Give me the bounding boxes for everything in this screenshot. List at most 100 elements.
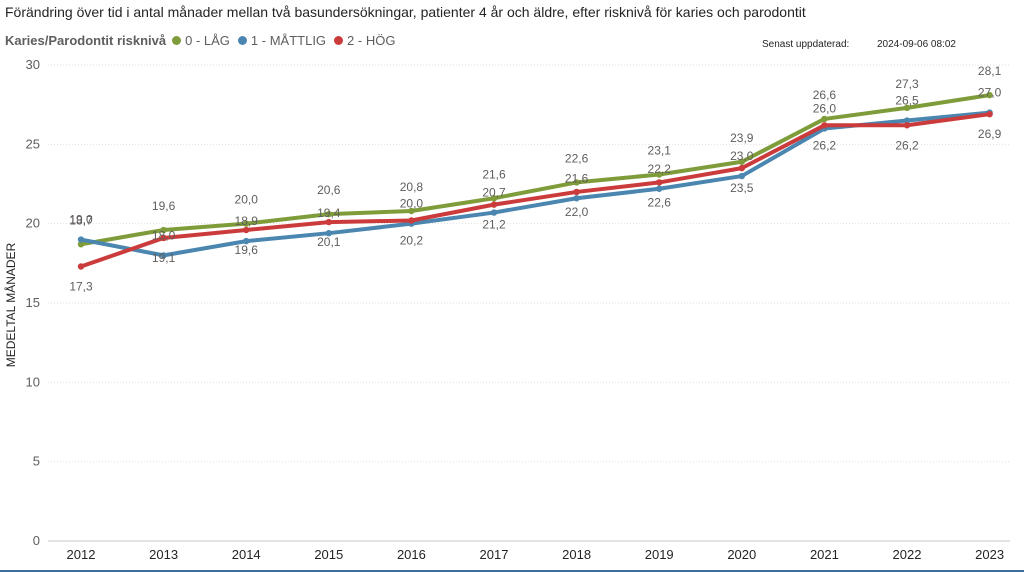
data-point[interactable] [325,210,332,218]
data-point[interactable] [77,236,85,243]
data-point[interactable] [490,201,498,208]
data-label: 20,1 [317,235,341,249]
y-tick-label: 25 [26,136,40,151]
y-tick-label: 10 [26,374,40,389]
data-point[interactable] [656,185,663,192]
data-label: 22,6 [648,195,672,209]
data-labels: 18,7 19,6 20,0 20,6 20,8 21,6 22,6 23,1 23,9 26,6… [69,64,1001,293]
data-point[interactable] [738,158,745,165]
data-label: 18,9 [235,214,259,228]
data-label: 19,4 [317,206,341,220]
x-tick-label: 2017 [480,547,509,562]
y-tick-label: 15 [26,295,40,310]
x-tick-label: 2013 [149,547,178,562]
data-point[interactable] [986,91,993,99]
data-label: 26,6 [813,88,837,102]
x-tick-label: 2019 [645,547,674,562]
data-point[interactable] [903,117,911,124]
data-label: 27,0 [978,86,1002,100]
updated-timestamp: 2024-09-06 08:02 [877,39,956,50]
gridlines [48,64,1010,542]
data-point[interactable] [408,207,415,215]
legend-label: 1 - MÅTTLIG [250,33,327,48]
y-tick-label: 5 [33,454,40,469]
data-label: 26,0 [813,101,837,115]
x-tick-label: 2022 [893,547,922,562]
chart-title: Förändring över tid i antal månader mell… [5,4,806,20]
data-point[interactable] [490,195,498,202]
data-point[interactable] [243,220,250,227]
legend-item-mattlig[interactable]: 1 - MÅTTLIG [237,33,327,48]
data-label: 20,7 [482,186,506,200]
data-point[interactable] [160,252,167,259]
data-label: 19,0 [69,213,93,227]
data-label: 18,7 [69,213,93,227]
data-point[interactable] [656,171,663,178]
data-label: 23,5 [730,181,754,195]
data-label: 27,3 [895,77,919,91]
data-point[interactable] [573,188,580,196]
y-tick-label: 0 [33,533,40,548]
data-point[interactable] [160,226,167,234]
data-label: 20,0 [235,193,259,207]
data-label: 22,0 [565,205,589,219]
data-point[interactable] [243,226,250,234]
data-point[interactable] [325,218,332,226]
data-point[interactable] [490,209,498,216]
data-label: 26,9 [978,127,1002,141]
y-tick-label: 20 [26,216,40,231]
data-point[interactable] [573,195,580,202]
y-tick-label: 30 [26,57,40,72]
data-label: 19,6 [152,199,176,213]
data-label: 26,2 [895,138,919,152]
data-label: 21,6 [565,171,589,185]
legend-label: 0 - LÅG [185,33,230,48]
data-label: 28,1 [978,64,1002,78]
x-tick-label: 2012 [67,547,96,562]
data-point[interactable] [903,104,911,112]
x-tick-label: 2018 [562,547,591,562]
data-label: 23,1 [648,143,672,157]
data-label: 22,2 [648,162,672,176]
data-label: 23,9 [730,131,754,145]
legend-item-lag[interactable]: 0 - LÅG [172,33,230,48]
data-label: 21,6 [482,167,506,181]
x-tick-label: 2016 [397,547,426,562]
legend-item-hog[interactable]: 2 - HÖG [334,33,395,48]
data-label: 23,0 [730,149,754,163]
legend-dot-icon [172,36,182,45]
x-tick-label: 2020 [727,547,756,562]
data-point[interactable] [243,237,250,245]
data-label: 20,0 [400,197,424,211]
series-line [79,93,992,247]
data-label: 19,6 [235,243,259,257]
legend-title: Karies/Parodontit risknivå [5,33,167,48]
data-point[interactable] [77,263,85,270]
data-point[interactable] [986,110,993,118]
data-point[interactable] [325,229,332,237]
data-point[interactable] [573,179,580,186]
data-label: 20,8 [400,180,424,194]
data-point[interactable] [408,217,415,224]
data-point[interactable] [821,115,828,123]
x-tick-label: 2023 [975,547,1004,562]
updated-label: Senast uppdaterad: [762,39,850,50]
legend: Karies/Parodontit risknivå 0 - LÅG 1 - M… [5,33,403,48]
legend-label: 2 - HÖG [347,33,396,48]
data-label: 26,5 [895,94,919,108]
x-tick-label: 2015 [314,547,343,562]
data-point[interactable] [738,172,745,180]
data-label: 20,6 [317,183,341,197]
data-point[interactable] [77,241,85,248]
data-label: 20,2 [400,233,424,247]
data-point[interactable] [738,164,745,172]
data-label: 19,1 [152,251,176,265]
data-point[interactable] [821,122,828,129]
data-point[interactable] [903,122,911,129]
axis-ticks: 0 5 10 15 20 25 30 2012 2013 2014 2015 2016 2017 2018… [26,57,1005,562]
data-point[interactable] [656,179,663,186]
x-tick-label: 2014 [232,547,261,562]
data-point[interactable] [160,234,167,242]
series-lines [77,91,993,270]
